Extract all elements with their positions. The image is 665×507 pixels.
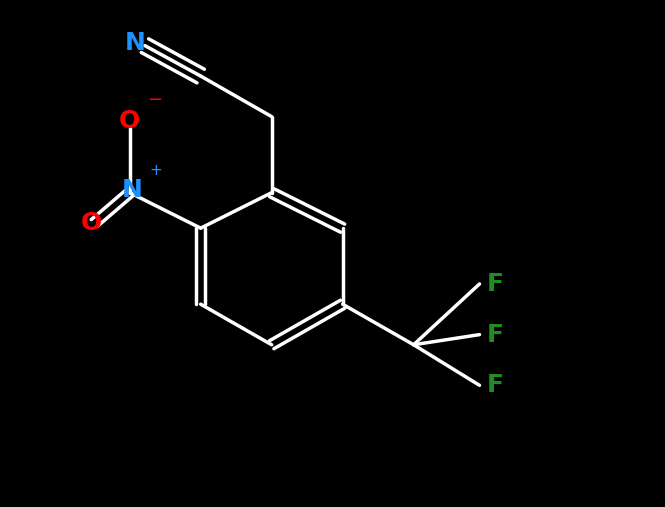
Text: N: N <box>122 178 143 202</box>
Text: O: O <box>81 211 102 235</box>
Text: F: F <box>487 322 504 347</box>
Text: −: − <box>148 91 162 109</box>
Text: F: F <box>487 272 504 296</box>
Text: +: + <box>149 163 162 178</box>
Text: N: N <box>124 31 145 55</box>
Text: F: F <box>487 373 504 397</box>
Text: O: O <box>119 108 140 133</box>
